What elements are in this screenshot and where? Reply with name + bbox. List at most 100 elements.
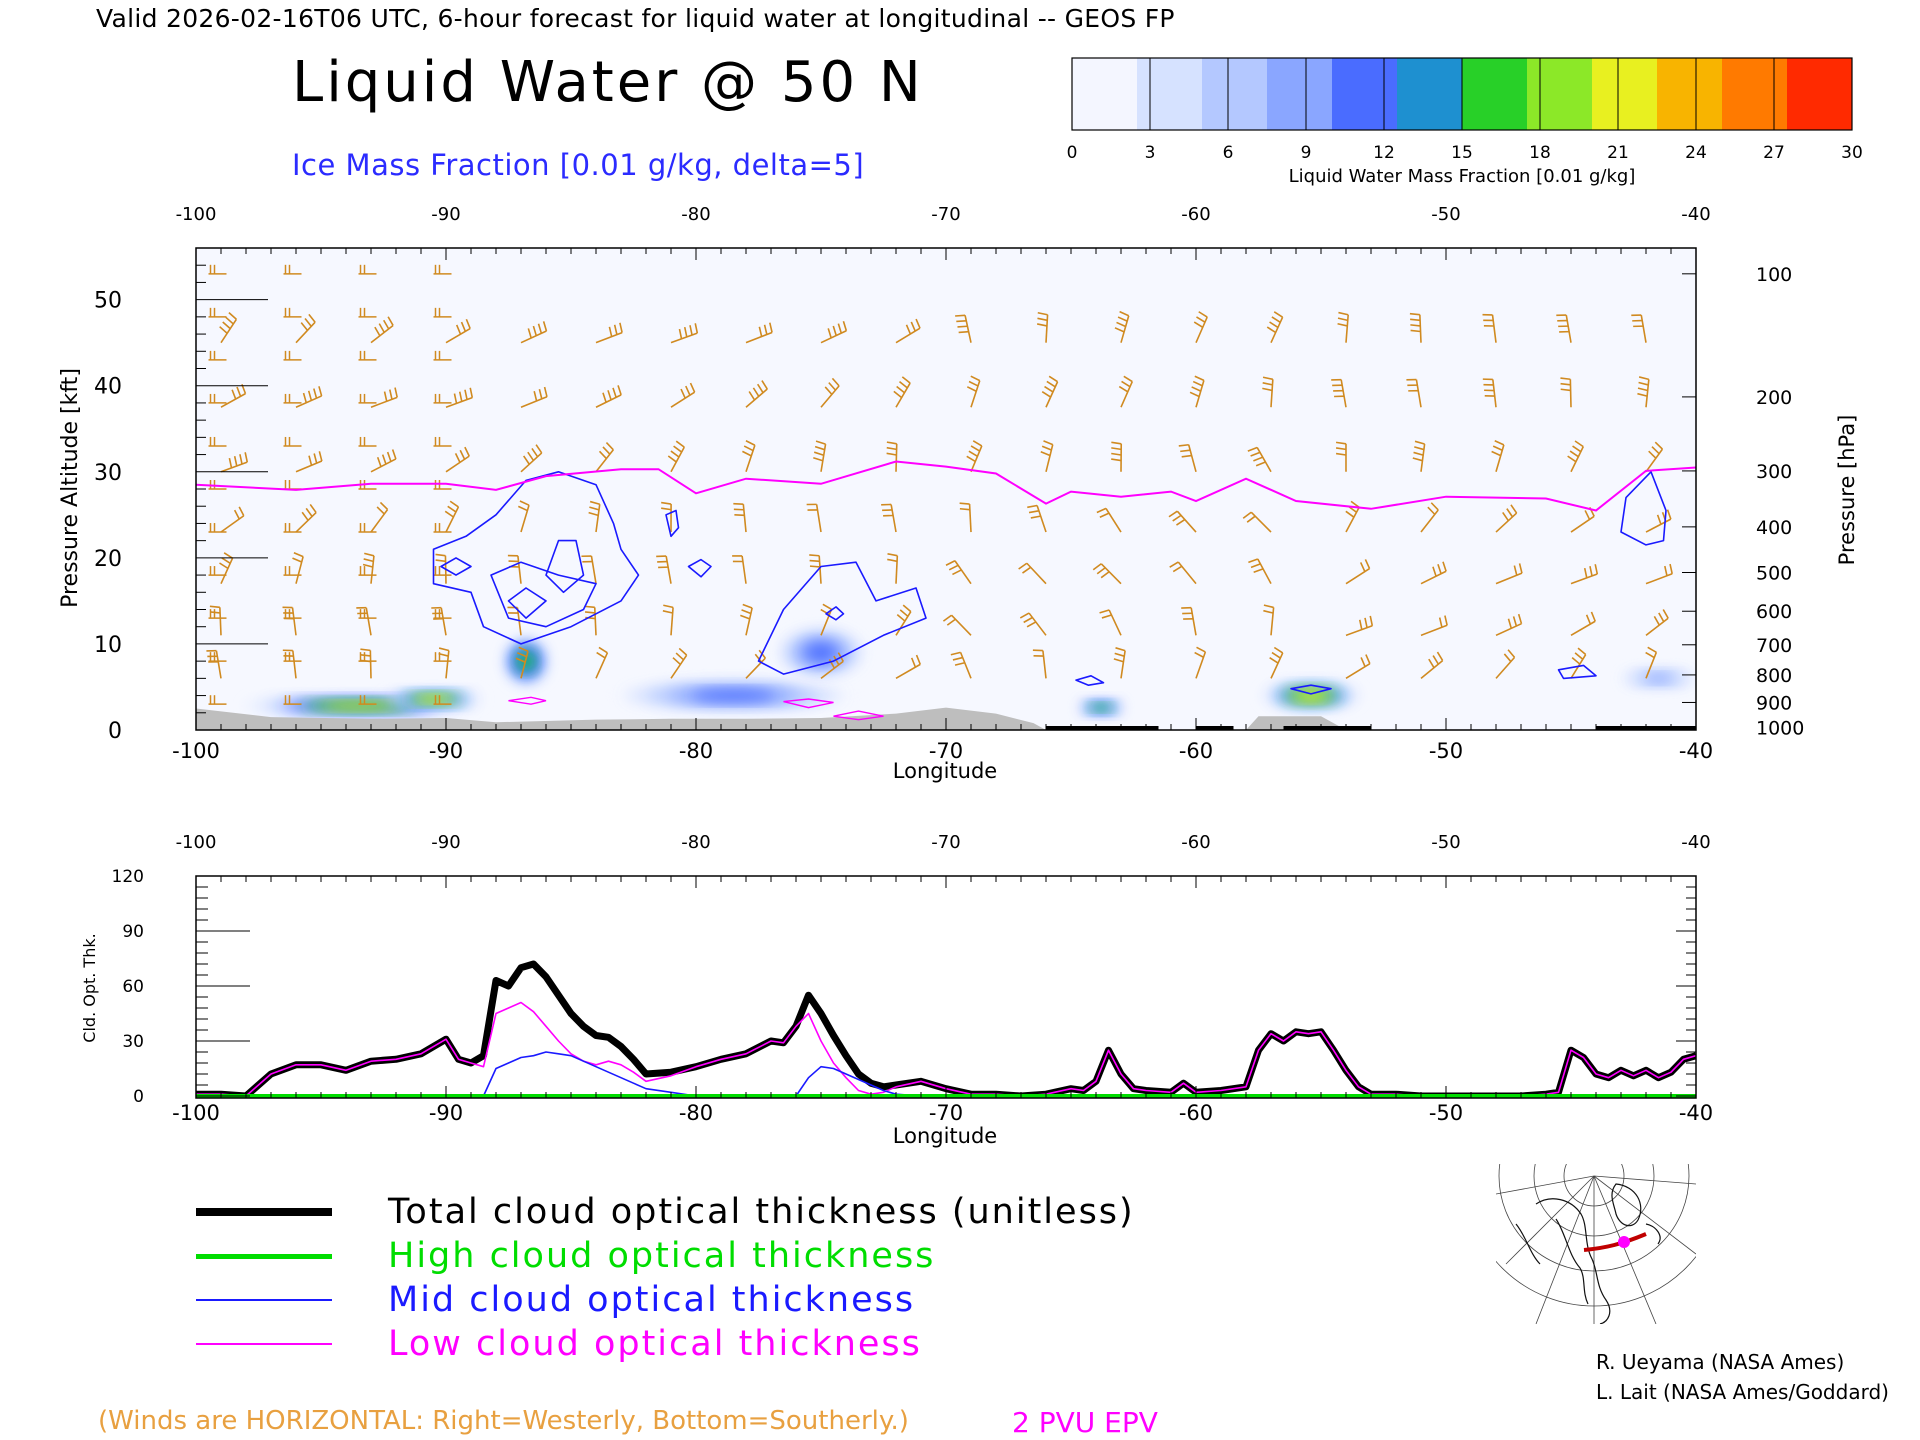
wind-barb [945,560,972,585]
wind-barb-small [433,652,452,662]
upper-axis-labels: -100 -100 -90 -90 -80 -80 -70 -70 -60 -60 -50 -50 -4… [94,204,1804,763]
upper-xlabel: Longitude [893,759,997,783]
wind-barb [1637,376,1650,408]
colorbar-tick-label: 3 [1145,143,1156,163]
wind-barb-small [358,695,377,705]
wind-barb [1041,375,1059,408]
wind-barb [295,451,323,473]
wind-barb [959,502,972,533]
colorbar-cell [1202,58,1268,130]
wind-barb [893,376,911,408]
wind-barb-small [208,652,227,662]
wind-barb-small [208,695,227,705]
wind-barb-small [208,609,227,619]
wind-barb [1495,649,1516,679]
ice-contour [545,539,585,594]
wind-barb [745,322,773,344]
lower-ylabel: Cld. Opt. Thk. [80,933,99,1042]
wind-barb [1335,441,1347,472]
wind-barb [1645,646,1658,679]
legend-label: Total cloud optical thickness (unitless) [388,1192,1135,1232]
wind-barb [1556,314,1572,343]
colorbar-tick-label: 21 [1607,143,1629,163]
wind-barb [1036,311,1049,343]
wind-barb [445,318,471,344]
wind-barb [206,649,222,679]
wind-barb [966,440,983,473]
wind-barb [220,506,245,533]
upper-x-tick-label: -80 [679,739,713,763]
wind-barb [740,603,753,636]
wind-barb [1248,558,1272,585]
liquid-blob [1262,682,1360,709]
wind-barb [1032,649,1047,679]
credit-line-2: L. Lait (NASA Ames/Goddard) [1596,1380,1889,1404]
wind-barb [1345,654,1371,680]
wind-barb [733,502,747,533]
wind-barb-small [433,264,452,275]
wind-barb [1027,504,1047,533]
wind-barb [1266,311,1284,344]
wind-barb [1482,378,1497,408]
wind-barb [219,312,238,344]
credit-line-1: R. Ueyama (NASA Ames) [1596,1350,1845,1374]
liquid-blob-layer [1644,674,1673,682]
location-map-inset [1496,1164,1696,1324]
upper-y-tick-label: 0 [108,719,122,744]
wind-barb [1247,446,1272,473]
legend-swatch [196,1208,332,1216]
wind-barb [667,440,685,473]
lower-plot-frame [195,875,1697,1099]
wind-barb [295,503,317,533]
lower-x-tick-label: -80 [679,1101,713,1125]
series-line-low [196,1001,1696,1097]
wind-barb [745,380,768,408]
wind-barb [1420,561,1447,585]
colorbar-tick-label: 24 [1685,143,1707,163]
colorbar-cell [1332,58,1398,130]
wind-barb [520,444,543,473]
wind-barb [1118,375,1134,408]
lower-top-tick-label: -40 [1681,832,1710,853]
wind-barb [1495,613,1523,637]
ice-contours [432,471,1667,695]
upper-top-tick-label: -80 [681,204,710,225]
wind-barb [1409,312,1422,343]
liquid-blob-layer [1295,691,1327,700]
wind-barb-small [433,695,452,705]
wind-barb-small [358,523,377,533]
upper-y2-tick-label: 800 [1756,665,1792,687]
lower-y-tick-label: 30 [122,1032,144,1052]
upper-y-tick-label: 50 [94,289,122,314]
colorbar-tick-label: 30 [1841,143,1863,163]
lower-x-tick-label: -50 [1429,1101,1463,1125]
ice-contour [507,587,547,619]
ice-contour [1620,471,1667,546]
wind-barb [1113,647,1126,679]
ice-contour [825,606,845,621]
wind-barb [1337,311,1349,343]
upper-x-tick-label: -70 [929,739,963,763]
lower-y-tick-label: 90 [122,922,144,942]
colorbar-tick-label: 6 [1223,143,1234,163]
wind-barb [520,386,548,408]
colorbar-cell [1657,58,1723,130]
wind-barb [670,323,699,344]
wind-barb [370,316,394,344]
wind-barb [1181,606,1197,636]
wind-barb [895,604,912,636]
wind-barb [881,503,897,533]
wind-barb-small [208,566,227,576]
wind-barb [588,500,601,533]
wind-barb [220,452,249,473]
wind-barb [595,646,609,679]
upper-top-tick-label: -50 [1431,204,1460,225]
upper-ylabel: Pressure Altitude [kft] [58,368,83,608]
wind-barb [1560,377,1572,408]
wind-barbs [206,264,1673,705]
legend-label: High cloud optical thickness [388,1236,936,1276]
colorbar-cell [1072,58,1138,130]
wind-barb [445,387,474,408]
colorbar-cell [1397,58,1463,130]
wind-barb-small [433,307,452,318]
